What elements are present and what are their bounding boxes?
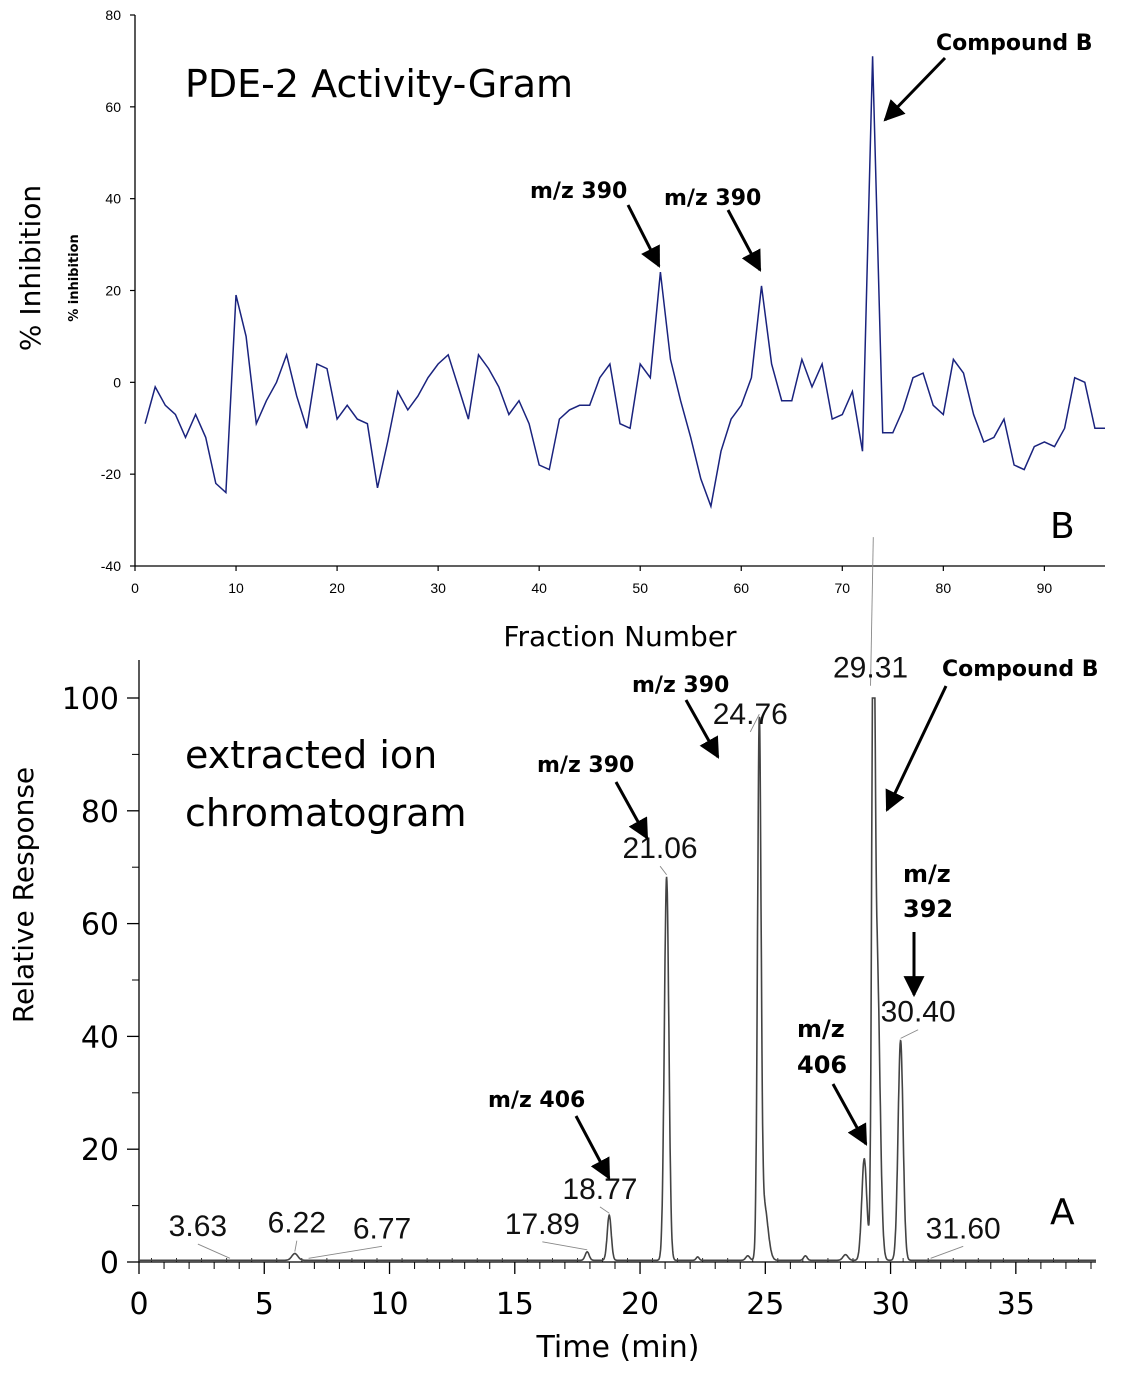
x-tick-label: 80 [936, 580, 952, 596]
y-tick-label: 40 [81, 1020, 119, 1055]
peak-label-leader [599, 1206, 610, 1214]
x-tick-label: 35 [997, 1287, 1035, 1322]
activity-gram-title: PDE-2 Activity-Gram [185, 62, 573, 106]
peak-retention-label: 29.31 [833, 652, 908, 685]
x-tick-label: 20 [329, 580, 345, 596]
inhibition-series-line [144, 56, 1105, 510]
peak-retention-label: 17.89 [505, 1208, 580, 1241]
chromatogram-title-line-1: extracted ion [185, 733, 437, 777]
annotation-compound-b-arrow [883, 56, 947, 122]
y-tick-label: -20 [101, 466, 121, 482]
peak-retention-label: 6.22 [268, 1207, 326, 1240]
peak-retention-label: 30.40 [881, 996, 956, 1029]
y-tick-label: 60 [81, 908, 119, 943]
activity-gram-panel-letter: B [1050, 506, 1075, 547]
x-tick-label: 10 [228, 580, 244, 596]
annotation-mz406-arrow [574, 1115, 611, 1180]
chromatogram-x-axis-label: Time (min) [536, 1330, 700, 1365]
y-tick-label: 0 [100, 1246, 119, 1281]
peak-retention-label: 31.60 [926, 1212, 1001, 1245]
peak-retention-label: 21.06 [623, 832, 698, 865]
peak-label-leader [659, 865, 667, 876]
y-tick-label: 20 [81, 1133, 119, 1168]
peak-label-leader [749, 713, 760, 733]
peak-retention-label: 3.63 [169, 1210, 227, 1243]
x-tick-label: 40 [531, 580, 547, 596]
chromatogram-title-line-2: chromatogram [185, 791, 467, 835]
y-tick-label: 0 [113, 374, 121, 390]
chromatogram-ticks: 0 5 10 15 20 25 30 35 0 20 40 60 80 100 [62, 682, 1092, 1322]
x-tick-label: 10 [370, 1287, 408, 1322]
chromatogram-y-axis-label: Relative Response [7, 767, 40, 1023]
y-tick-label: 60 [105, 99, 121, 115]
peak-label-leader [930, 1245, 964, 1259]
annotation-mz390-label: m/z 390 [664, 186, 761, 211]
annotation-mz390-label: m/z 390 [632, 673, 729, 698]
y-tick-label: 80 [81, 795, 119, 830]
x-tick-label: 25 [746, 1287, 784, 1322]
ion-chromatogram-trace [139, 697, 1096, 1262]
x-tick-label: 0 [131, 580, 139, 596]
x-tick-label: 5 [255, 1287, 274, 1322]
chromatogram-annotations: m/z 390 m/z 390 Compound B m/z 392 m/z 4… [488, 657, 1099, 1180]
peak-retention-label: 18.77 [562, 1173, 637, 1206]
peak-label-leader [900, 1029, 919, 1039]
y-tick-label: -40 [101, 558, 121, 574]
chromatogram-panel-letter: A [1050, 1192, 1075, 1233]
x-tick-label: 50 [632, 580, 648, 596]
activity-gram-y-axis-label: % Inhibition [14, 185, 47, 351]
activity-gram-annotations: m/z 390 m/z 390 Compound B [530, 31, 1093, 272]
peak-label-leader [294, 1240, 298, 1252]
activity-gram-ticks: 0 10 20 30 40 50 60 70 80 90 -40 -20 0 20 40 60 80 [101, 7, 1053, 596]
annotation-compound-b-label: Compound B [942, 657, 1099, 682]
activity-gram-panel: 0 10 20 30 40 50 60 70 80 90 -40 -20 0 20 40 60 80 PDE-2… [14, 7, 1105, 653]
peak-label-leader [542, 1241, 588, 1251]
annotation-mz390-label: m/z 390 [530, 179, 627, 204]
peak-label-leader [870, 537, 874, 686]
peak-label-leader [197, 1243, 231, 1259]
annotation-mz406-label-line-2: 406 [797, 1051, 847, 1079]
annotation-compound-b-arrow [885, 685, 948, 812]
x-tick-label: 15 [496, 1287, 534, 1322]
chromatogram-axes [138, 660, 1096, 1263]
peak-label-leader [308, 1245, 383, 1259]
annotation-mz390-arrow [684, 699, 720, 759]
activity-gram-y-axis-small-label: % inhibition [67, 234, 82, 322]
annotation-mz390-arrow [614, 781, 649, 840]
annotation-mz390-arrow [626, 204, 661, 268]
y-tick-label: 100 [62, 682, 119, 717]
x-tick-label: 20 [621, 1287, 659, 1322]
peak-retention-label: 6.77 [353, 1212, 411, 1245]
annotation-mz392-label-line-2: 392 [903, 895, 953, 923]
y-tick-label: 80 [105, 7, 121, 23]
y-tick-label: 40 [105, 191, 121, 207]
annotation-compound-b-label: Compound B [936, 31, 1093, 56]
x-tick-label: 30 [430, 580, 446, 596]
annotation-mz390-arrow [726, 209, 762, 272]
activity-gram-x-axis-label: Fraction Number [503, 620, 737, 653]
annotation-mz406-label-line-1: m/z [797, 1015, 845, 1043]
x-tick-label: 60 [733, 580, 749, 596]
x-tick-label: 90 [1037, 580, 1053, 596]
y-tick-label: 20 [105, 283, 121, 299]
peak-retention-label: 24.76 [713, 698, 788, 731]
annotation-mz392-label-line-1: m/z [903, 860, 951, 888]
annotation-mz390-label: m/z 390 [537, 753, 634, 778]
x-tick-label: 30 [871, 1287, 909, 1322]
x-tick-label: 0 [129, 1287, 148, 1322]
annotation-mz406-label: m/z 406 [488, 1088, 585, 1113]
annotation-mz406-arrow [831, 1083, 868, 1146]
x-tick-label: 70 [835, 580, 851, 596]
